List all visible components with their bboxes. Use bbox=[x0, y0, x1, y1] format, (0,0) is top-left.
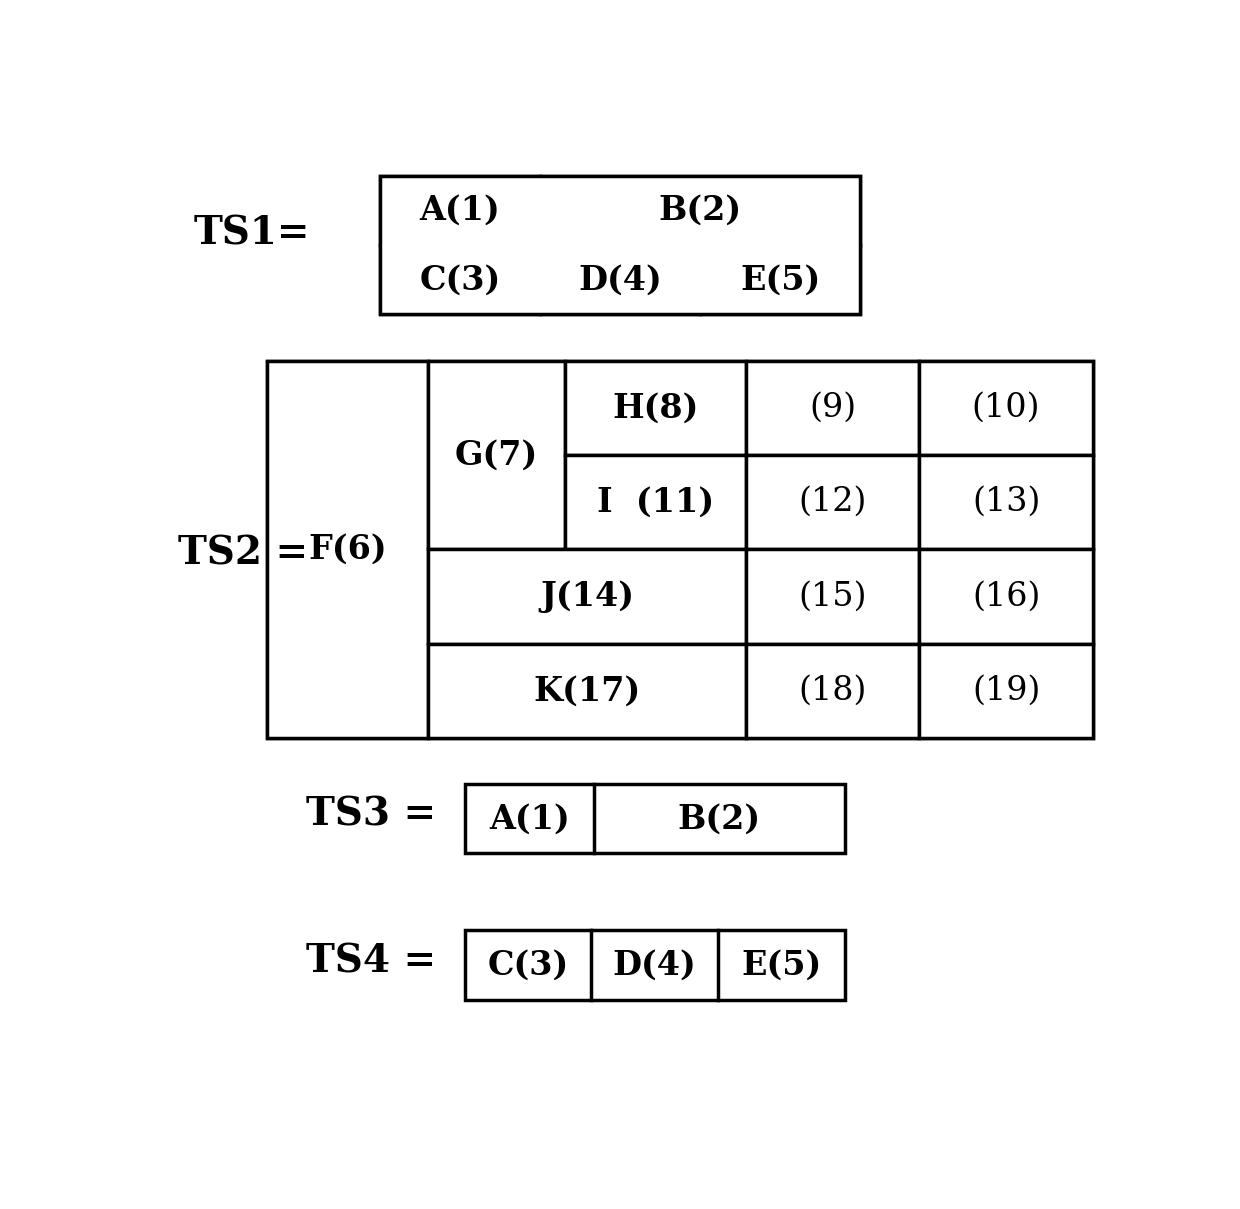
Text: E(5): E(5) bbox=[742, 949, 821, 982]
Bar bbox=[919, 360, 1092, 455]
Text: (15): (15) bbox=[799, 580, 867, 613]
Text: G(7): G(7) bbox=[455, 439, 538, 472]
Bar bbox=[564, 360, 746, 455]
Text: (18): (18) bbox=[799, 675, 867, 707]
Bar bbox=[919, 643, 1092, 737]
Bar bbox=[268, 360, 1092, 737]
Text: A(1): A(1) bbox=[419, 193, 500, 227]
Text: D(4): D(4) bbox=[578, 264, 662, 296]
Text: D(4): D(4) bbox=[613, 949, 697, 982]
Bar bbox=[379, 245, 539, 314]
Text: C(3): C(3) bbox=[487, 949, 569, 982]
Text: J(14): J(14) bbox=[541, 580, 634, 613]
Text: C(3): C(3) bbox=[419, 264, 501, 296]
Bar bbox=[919, 455, 1092, 549]
Text: B(2): B(2) bbox=[658, 193, 742, 227]
Text: (10): (10) bbox=[972, 392, 1040, 424]
Text: (13): (13) bbox=[972, 486, 1040, 519]
Text: K(17): K(17) bbox=[533, 675, 641, 707]
Bar bbox=[379, 175, 539, 245]
Text: TS4 =: TS4 = bbox=[306, 942, 436, 980]
Text: (9): (9) bbox=[810, 392, 857, 424]
Bar bbox=[746, 360, 919, 455]
Bar bbox=[746, 549, 919, 643]
Bar bbox=[746, 455, 919, 549]
Text: (16): (16) bbox=[972, 580, 1040, 613]
Text: F(6): F(6) bbox=[309, 533, 387, 566]
Bar bbox=[379, 175, 861, 314]
Bar bbox=[701, 245, 861, 314]
Text: E(5): E(5) bbox=[740, 264, 820, 296]
Bar bbox=[465, 931, 844, 1000]
Text: (19): (19) bbox=[972, 675, 1040, 707]
Bar bbox=[465, 785, 844, 854]
Bar bbox=[428, 360, 564, 549]
Text: (12): (12) bbox=[799, 486, 867, 519]
Text: TS3 =: TS3 = bbox=[306, 796, 436, 834]
Text: TS2 =: TS2 = bbox=[179, 534, 309, 572]
Text: I  (11): I (11) bbox=[596, 486, 714, 519]
Text: B(2): B(2) bbox=[678, 803, 761, 835]
Bar bbox=[564, 455, 746, 549]
Bar bbox=[746, 643, 919, 737]
Bar bbox=[428, 643, 746, 737]
Bar bbox=[539, 245, 701, 314]
Bar bbox=[428, 549, 746, 643]
Bar bbox=[539, 175, 861, 245]
Text: TS1=: TS1= bbox=[193, 215, 310, 253]
Text: A(1): A(1) bbox=[490, 803, 570, 835]
Bar bbox=[919, 549, 1092, 643]
Text: H(8): H(8) bbox=[613, 392, 698, 424]
Bar bbox=[268, 360, 428, 737]
